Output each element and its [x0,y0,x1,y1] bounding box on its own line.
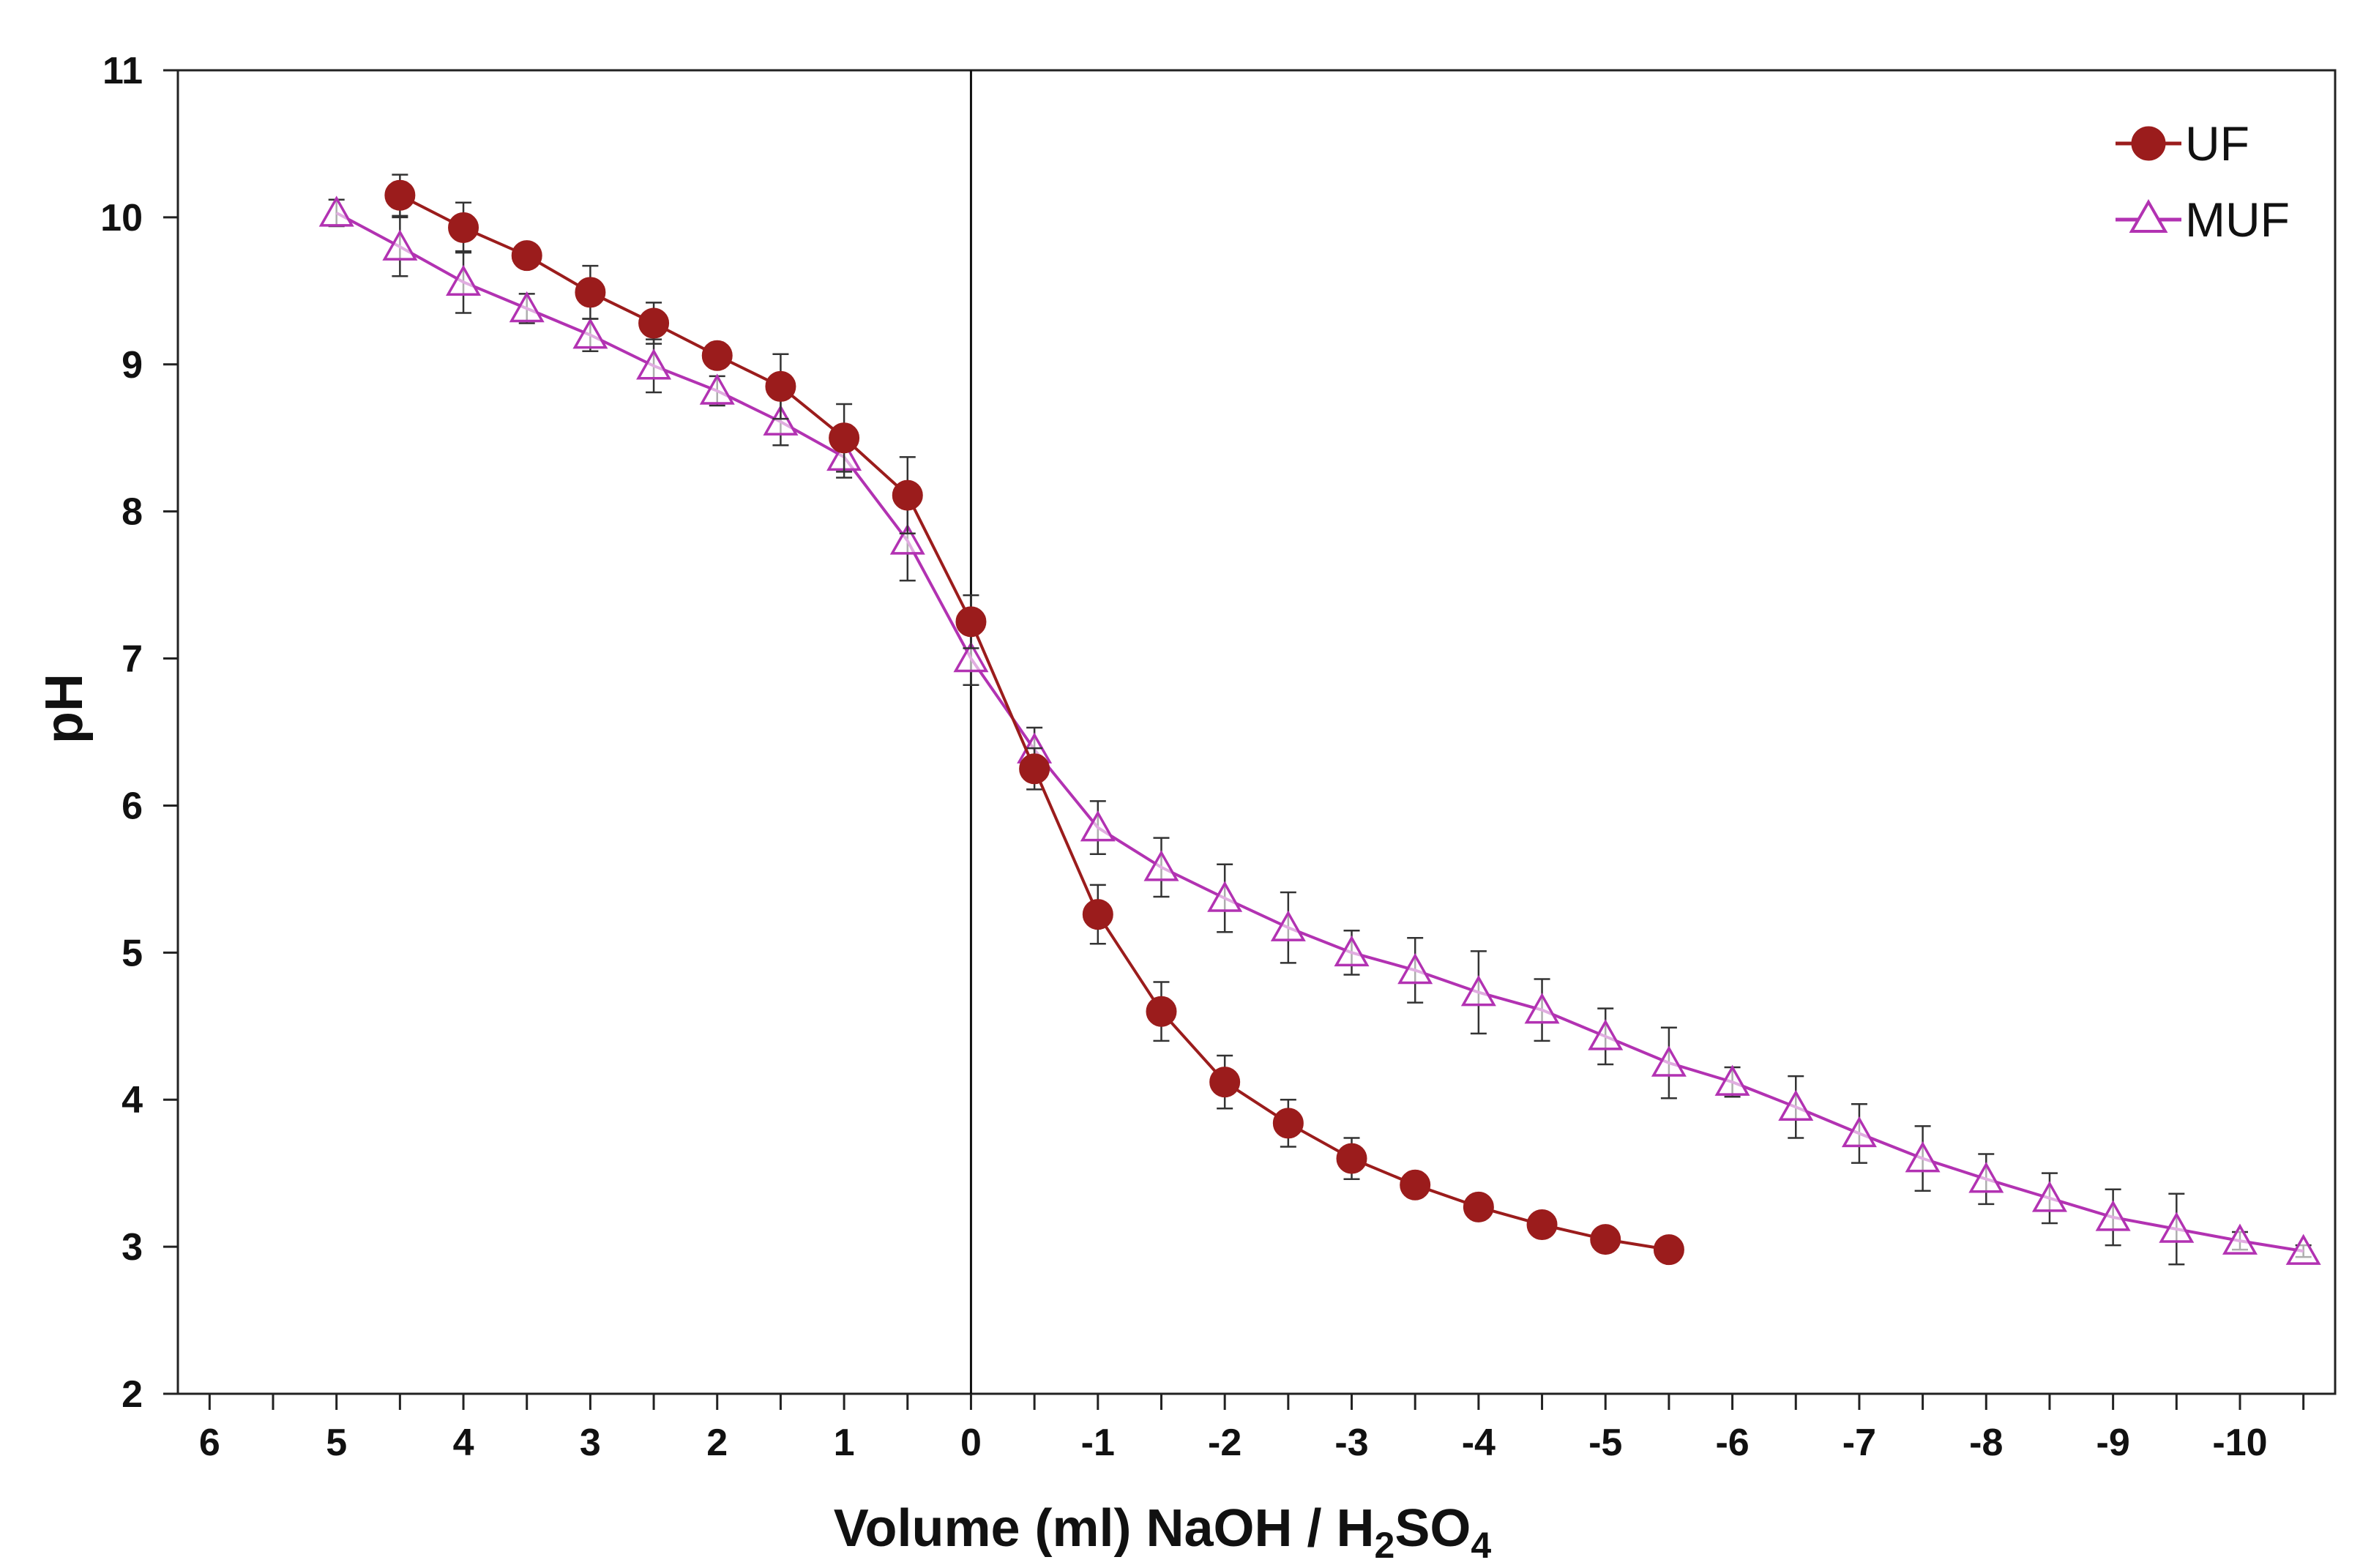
data-point-muf [572,318,608,349]
data-point-muf [889,523,925,555]
plot-frame [176,69,2337,1395]
x-axis-title-sub-4: 4 [1471,1525,1491,1566]
legend-muf-label: MUF [2185,193,2290,247]
y-tick-label: 8 [122,491,143,534]
data-point-muf [1968,1162,2004,1193]
legend-muf-marker [2129,198,2168,233]
data-point-uf [1146,996,1177,1027]
y-tick-label: 3 [122,1226,143,1269]
x-tick-label: 4 [453,1422,474,1464]
data-point-muf [1207,881,1243,912]
data-point-muf [1905,1141,1941,1173]
data-point-muf [2222,1223,2258,1255]
data-point-muf [1651,1045,1687,1077]
data-point-uf [1400,1169,1431,1201]
data-point-muf [509,291,545,323]
data-point-muf [446,264,482,296]
data-point-muf [1397,952,1433,985]
x-axis-title-sub-2: 2 [1375,1525,1395,1566]
x-tick-label: 2 [706,1422,728,1464]
data-point-muf [1080,810,1116,842]
data-point-uf [384,179,416,211]
x-tick-label: -9 [2096,1422,2130,1464]
data-point-uf [765,370,796,402]
data-point-muf [1524,993,1560,1024]
data-point-muf [763,404,799,436]
x-tick-label: 5 [326,1422,347,1464]
data-point-muf [318,195,354,227]
data-point-uf [1653,1234,1684,1266]
data-point-muf [1588,1019,1624,1050]
y-tick-label: 2 [122,1373,143,1416]
data-point-muf [2095,1200,2131,1231]
x-tick-label: -1 [1081,1422,1115,1464]
y-tick-label: 11 [102,50,143,92]
x-tick-label: 6 [199,1422,220,1464]
legend: UF MUF [2116,116,2290,247]
data-point-uf [829,422,860,454]
data-point-uf [1336,1143,1367,1174]
data-point-uf [1209,1067,1241,1098]
data-point-uf [1463,1191,1494,1222]
y-tick-label: 5 [122,932,143,974]
data-point-muf [1334,935,1370,967]
x-tick-label: -3 [1334,1422,1368,1464]
data-point-muf [2159,1212,2195,1243]
x-tick-label: -7 [1842,1422,1876,1464]
x-axis-title-main: Volume (ml) NaOH / H [834,1499,1375,1558]
y-tick-label: 6 [122,785,143,827]
x-axis-title: Volume (ml) NaOH / H2SO4 [834,1499,1492,1566]
y-tick-label: 10 [100,197,143,239]
data-point-muf [1143,850,1179,881]
y-axis-title: pH [35,673,94,744]
x-tick-label: -6 [1715,1422,1749,1464]
x-tick-label: 0 [960,1422,982,1464]
data-point-muf [699,373,735,405]
x-tick-label: -2 [1208,1422,1241,1464]
x-tick-label: -8 [1969,1422,2003,1464]
data-point-uf [1590,1224,1621,1255]
data-point-muf [1714,1064,1750,1096]
x-tick-label: 1 [834,1422,855,1464]
x-tick-label: 3 [580,1422,601,1464]
data-point-uf [638,307,670,339]
data-point-muf [2285,1233,2321,1265]
data-point-uf [1526,1209,1558,1240]
data-point-uf [1272,1108,1304,1139]
data-point-muf [382,229,418,261]
data-point-uf [448,212,479,243]
x-tick-label: -10 [2212,1422,2267,1464]
legend-uf-marker [2131,126,2166,161]
data-point-muf [636,348,672,380]
y-tick-label: 9 [122,344,143,387]
data-point-uf [955,606,987,638]
data-point-uf [1082,899,1113,930]
series-muf [318,195,2321,1266]
x-axis-title-so: SO [1394,1499,1471,1558]
x-tick-label: -5 [1588,1422,1622,1464]
data-point-muf [1841,1116,1877,1148]
data-point-muf [953,641,989,673]
data-point-uf [1019,753,1050,785]
data-point-uf [511,240,542,272]
data-point-muf [1460,975,1496,1007]
data-point-uf [701,340,733,371]
data-point-muf [1270,910,1306,941]
x-tick-label: -4 [1462,1422,1496,1464]
data-point-muf [2031,1181,2067,1212]
series-uf [384,173,1684,1266]
data-point-uf [892,479,923,511]
y-tick-label: 4 [122,1079,143,1121]
series-layer [318,173,2321,1266]
y-tick-label: 7 [122,638,143,681]
legend-uf-label: UF [2185,116,2249,171]
data-point-uf [575,277,606,308]
data-point-muf [1778,1089,1814,1121]
